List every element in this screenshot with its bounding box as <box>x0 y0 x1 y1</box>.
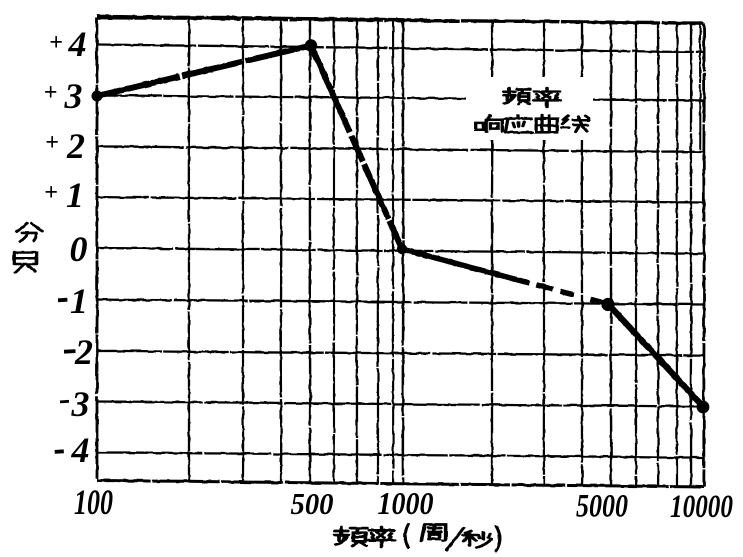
svg-text:500: 500 <box>291 486 334 521</box>
svg-text:100: 100 <box>74 482 113 522</box>
svg-text:1: 1 <box>70 281 88 321</box>
svg-text:+: + <box>44 80 58 106</box>
svg-text:1000: 1000 <box>378 486 434 521</box>
svg-text:2: 2 <box>74 332 93 372</box>
svg-text:3: 3 <box>71 384 90 424</box>
svg-text:3: 3 <box>64 76 83 116</box>
svg-text:0: 0 <box>70 229 88 269</box>
svg-text:4: 4 <box>68 24 87 64</box>
svg-text:1: 1 <box>66 175 84 215</box>
svg-text:+: + <box>44 180 58 206</box>
svg-text:10000: 10000 <box>670 489 733 525</box>
svg-text:4: 4 <box>71 430 90 470</box>
svg-text:+: + <box>45 130 59 156</box>
svg-text:5000: 5000 <box>576 489 628 525</box>
svg-text:+: + <box>49 30 63 56</box>
svg-text:2: 2 <box>66 126 85 166</box>
